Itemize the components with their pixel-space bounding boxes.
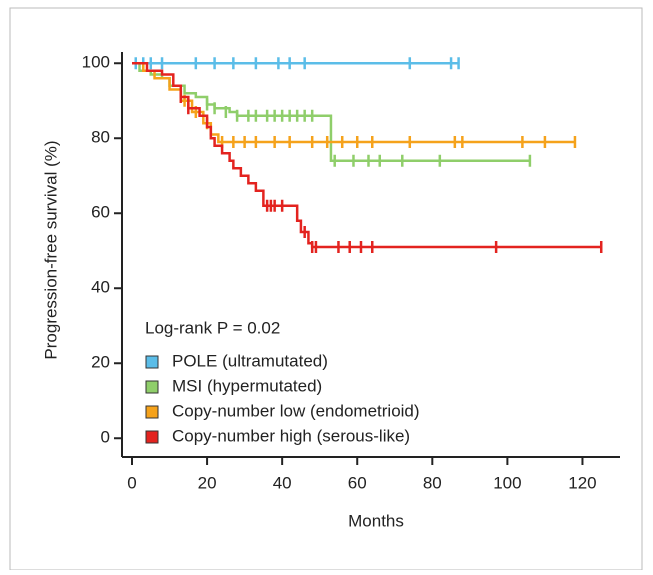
- x-tick-label: 60: [348, 473, 367, 492]
- x-tick-label: 100: [493, 473, 521, 492]
- y-tick-label: 40: [91, 278, 110, 297]
- legend-swatch: [145, 405, 159, 419]
- x-tick-label: 20: [198, 473, 217, 492]
- x-tick-label: 120: [568, 473, 596, 492]
- legend-swatch: [145, 380, 159, 394]
- survival-curve: [132, 62, 602, 249]
- legend-label: POLE (ultramutated): [172, 351, 328, 370]
- legend-swatch: [145, 355, 159, 369]
- survival-curve: [132, 62, 575, 144]
- y-tick-label: 0: [101, 428, 110, 447]
- y-axis-label: Progression-free survival (%): [41, 140, 60, 359]
- x-axis-label: Months: [348, 511, 404, 530]
- y-tick-label: 80: [91, 128, 110, 147]
- x-tick-label: 0: [127, 473, 136, 492]
- x-tick-label: 40: [273, 473, 292, 492]
- y-tick-label: 20: [91, 353, 110, 372]
- legend-label: Copy-number high (serous-like): [172, 426, 410, 445]
- annotation: Log-rank P = 0.02: [145, 318, 280, 337]
- legend-swatch: [145, 430, 159, 444]
- y-tick-label: 100: [82, 53, 110, 72]
- x-tick-label: 80: [423, 473, 442, 492]
- y-tick-label: 60: [91, 203, 110, 222]
- legend-label: Copy-number low (endometrioid): [172, 401, 420, 420]
- legend-label: MSI (hypermutated): [172, 376, 322, 395]
